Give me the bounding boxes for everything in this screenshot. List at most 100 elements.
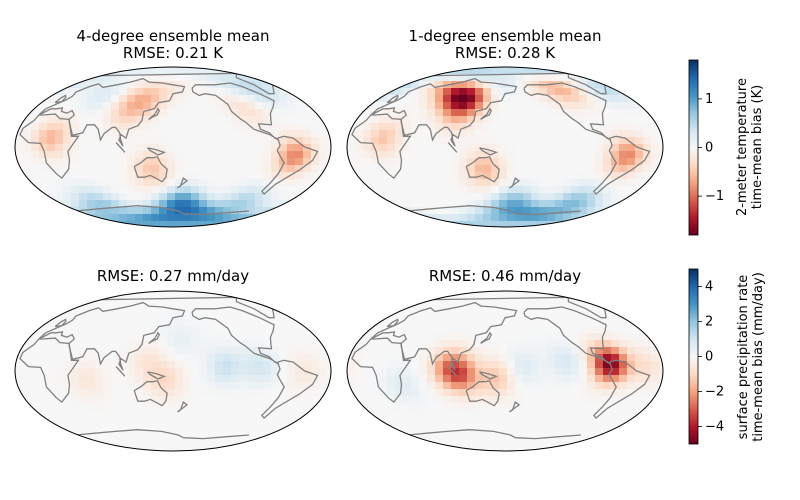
bias-cell: [587, 221, 596, 227]
bias-cell: [475, 305, 484, 313]
bias-cell: [451, 396, 460, 404]
bias-cell: [499, 221, 508, 227]
bias-cell: [587, 109, 596, 117]
bias-cell: [63, 291, 72, 299]
bias-cell: [295, 207, 304, 215]
bias-cell: [587, 354, 596, 362]
bias-cell: [175, 81, 184, 89]
bias-cell: [387, 361, 396, 369]
bias-cell: [151, 326, 160, 334]
bias-cell: [151, 179, 160, 187]
bias-cell: [507, 200, 516, 208]
bias-cell: [467, 137, 476, 145]
bias-cell: [523, 214, 532, 222]
bias-cell: [39, 123, 48, 131]
bias-cell: [435, 151, 444, 159]
bias-cell: [15, 172, 24, 180]
bias-cell: [207, 172, 216, 180]
bias-cell: [531, 333, 540, 341]
bias-cell: [635, 375, 644, 383]
bias-cell: [143, 312, 152, 320]
bias-cell: [207, 417, 216, 425]
bias-cell: [55, 214, 64, 222]
bias-cell: [111, 172, 120, 180]
bias-cell: [303, 137, 312, 145]
bias-cell: [55, 186, 64, 194]
bias-cell: [31, 354, 40, 362]
bias-cell: [371, 214, 380, 222]
bias-cell: [191, 375, 200, 383]
bias-cell: [515, 424, 524, 432]
bias-cell: [199, 207, 208, 215]
bias-cell: [127, 298, 136, 306]
bias-cell: [507, 193, 516, 201]
bias-cell: [467, 417, 476, 425]
bias-cell: [327, 165, 331, 173]
bias-cell: [199, 102, 208, 110]
bias-cell: [515, 81, 524, 89]
bias-cell: [459, 403, 468, 411]
bias-cell: [151, 417, 160, 425]
bias-cell: [303, 298, 312, 306]
bias-cell: [15, 431, 24, 439]
bias-cell: [451, 382, 460, 390]
bias-cell: [539, 102, 548, 110]
bias-cell: [387, 368, 396, 376]
bias-cell: [151, 403, 160, 411]
bias-cell: [563, 200, 572, 208]
bias-cell: [555, 333, 564, 341]
bias-cell: [231, 319, 240, 327]
bias-cell: [167, 109, 176, 117]
bias-cell: [23, 81, 32, 89]
bias-cell: [231, 375, 240, 383]
bias-cell: [571, 179, 580, 187]
bias-cell: [271, 291, 280, 299]
bias-cell: [63, 200, 72, 208]
bias-cell: [287, 158, 296, 166]
bias-cell: [239, 340, 248, 348]
bias-cell: [135, 305, 144, 313]
bias-cell: [95, 186, 104, 194]
bias-cell: [451, 368, 460, 376]
bias-cell: [215, 333, 224, 341]
bias-cell: [207, 158, 216, 166]
bias-cell: [595, 74, 604, 82]
bias-cell: [263, 193, 272, 201]
bias-cell: [611, 417, 620, 425]
bias-cell: [491, 158, 500, 166]
bias-cell: [555, 319, 564, 327]
bias-cell: [595, 137, 604, 145]
bias-cell: [539, 445, 548, 451]
bias-cell: [31, 424, 40, 432]
bias-cell: [31, 109, 40, 117]
bias-cell: [215, 193, 224, 201]
bias-cell: [603, 109, 612, 117]
bias-cell: [135, 186, 144, 194]
bias-cell: [55, 109, 64, 117]
bias-cell: [587, 200, 596, 208]
bias-cell: [279, 172, 288, 180]
bias-cell: [279, 109, 288, 117]
bias-cell: [23, 382, 32, 390]
bias-cell: [443, 361, 452, 369]
bias-cell: [443, 431, 452, 439]
bias-cell: [347, 375, 356, 383]
bias-cell: [151, 424, 160, 432]
bias-cell: [491, 179, 500, 187]
bias-cell: [71, 403, 80, 411]
bias-cell: [327, 207, 331, 215]
bias-cell: [611, 445, 620, 451]
bias-cell: [23, 123, 32, 131]
bias-cell: [555, 158, 564, 166]
bias-cell: [311, 102, 320, 110]
bias-cell: [151, 116, 160, 124]
bias-cell: [183, 137, 192, 145]
bias-cell: [279, 144, 288, 152]
bias-cell: [167, 221, 176, 227]
bias-cell: [111, 375, 120, 383]
bias-cell: [87, 123, 96, 131]
bias-cell: [371, 67, 380, 75]
bias-cell: [55, 193, 64, 201]
bias-cell: [419, 186, 428, 194]
bias-cell: [39, 403, 48, 411]
